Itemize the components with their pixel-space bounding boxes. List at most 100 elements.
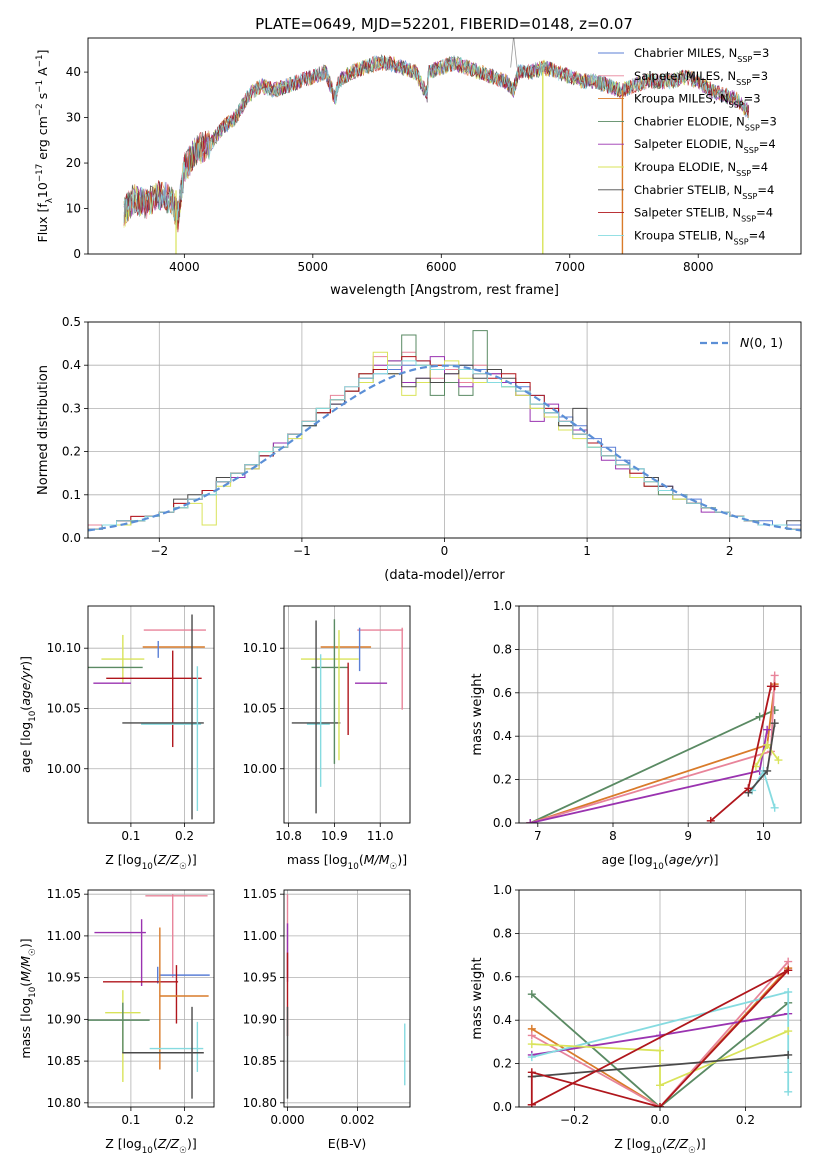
weight-lines	[527, 957, 793, 1107]
axes-frame	[518, 889, 802, 1108]
errorbar-group	[88, 894, 210, 1099]
y-tick-label: 0.8	[493, 926, 512, 940]
label-part: (0, 1)	[749, 335, 783, 350]
y-tick-label: 10.80	[47, 1096, 81, 1110]
y-axis-label: Normed distribution	[36, 365, 51, 495]
label-part: ☉	[179, 1146, 187, 1156]
label-part: E(B-V)	[328, 1136, 367, 1151]
label-part: SSP	[736, 169, 751, 178]
weight-series-line	[531, 969, 789, 1106]
x-tick-label: −1	[293, 544, 311, 558]
y-tick-label: 11.05	[47, 887, 81, 901]
x-tick-label: 9	[684, 829, 692, 843]
label-part: =3	[752, 46, 769, 60]
y-tick-label: 0.3	[62, 401, 81, 415]
label-part: )]	[18, 656, 33, 666]
weight-series-line	[529, 709, 776, 823]
label-part: =4	[759, 137, 776, 151]
x-tick-label: 2	[726, 544, 734, 558]
weight-marker	[763, 740, 772, 749]
weight-marker	[527, 1031, 536, 1040]
weight-marker	[784, 966, 793, 975]
legend-entry: Salpeter STELIB, NSSP=4	[634, 206, 773, 224]
y-tick-label: 1.0	[493, 883, 512, 897]
label-part: Chabrier STELIB, N	[634, 183, 742, 197]
axes-frame	[518, 605, 802, 824]
y-tick-label: 0.5	[62, 315, 81, 329]
label-part: erg cm	[35, 116, 50, 164]
legend-entry: Kroupa MILES, NSSP=3	[634, 92, 761, 110]
x-tick-label: 0.2	[175, 829, 194, 843]
y-tick-label: 0.0	[493, 1100, 512, 1114]
y-tick-label: 11.00	[243, 929, 277, 943]
y-tick-label: 0.2	[493, 1057, 512, 1071]
x-tick-label: 1	[583, 544, 591, 558]
label-part: Z/Z	[666, 1136, 689, 1151]
y-tick-label: 0.2	[493, 773, 512, 787]
weight-marker	[784, 1087, 793, 1096]
residuals-legend: N(0, 1)	[700, 335, 783, 350]
y-tick-label: 0.4	[493, 1013, 512, 1027]
y-axis-label: mass weight	[470, 673, 485, 755]
weight-marker	[763, 725, 772, 734]
axes-frame	[87, 321, 802, 539]
label-part: Kroupa MILES, N	[634, 92, 729, 106]
weight-series-line	[531, 993, 789, 1107]
y-tick-label: 10.85	[47, 1054, 81, 1068]
weight-marker	[755, 712, 764, 721]
label-part: SSP	[736, 77, 751, 86]
weight-series-line	[531, 1030, 789, 1087]
label-part: Chabrier ELODIE, N	[634, 114, 745, 128]
y-tick-label: 11.00	[47, 929, 81, 943]
label-part: ☉	[389, 862, 397, 872]
label-part: age/yr	[669, 852, 710, 867]
label-part: ☉	[28, 948, 38, 956]
label-part: −1	[35, 80, 45, 93]
weight-marker	[527, 1068, 536, 1077]
label-part: Z [log	[105, 852, 141, 867]
legend-entry: Chabrier ELODIE, NSSP=3	[634, 114, 777, 131]
label-part: Salpeter MILES, N	[634, 69, 736, 83]
y-axis-label: Flux [fλ10−17 erg cm−2 s−1 A−1]	[35, 50, 55, 243]
label-part: (	[153, 1136, 158, 1151]
y-tick-label: 0.2	[62, 445, 81, 459]
weight-marker	[744, 784, 753, 793]
axes-frame	[87, 37, 802, 255]
x-axis-label: wavelength [Angstrom, rest frame]	[330, 283, 559, 298]
label-part: ☉	[688, 1146, 696, 1156]
y-tick-label: 10.05	[243, 701, 277, 715]
label-part: )]	[187, 852, 197, 867]
x-tick-label: 10	[756, 829, 771, 843]
mass-vs-Z-panel: 0.1 0.2 10.80 10.85 10.90 10.95 11.00 11.05 Z [l…	[18, 887, 215, 1156]
y-tick-label: 10.85	[243, 1054, 277, 1068]
label-part: Kroupa STELIB, N	[634, 228, 734, 242]
spectrum-series-line	[123, 54, 749, 228]
axes-frame	[87, 605, 215, 824]
spectrum-panel: 4000 5000 6000 7000 8000 0 10 20 30 40 wavelength …	[35, 37, 802, 298]
label-part: ☉	[179, 862, 187, 872]
label-part: (	[359, 852, 364, 867]
label-part: )]	[397, 852, 407, 867]
label-part: SSP	[729, 100, 744, 109]
x-tick-label: 0.1	[121, 829, 140, 843]
weight-marker	[784, 957, 793, 966]
label-part: age/yr	[18, 665, 33, 706]
label-part: −1	[35, 54, 45, 67]
y-tick-label: 30	[66, 111, 81, 125]
weight-marker	[770, 719, 779, 728]
label-part: Salpeter ELODIE, N	[634, 137, 744, 151]
y-tick-label: 0.4	[493, 729, 512, 743]
y-tick-label: 0.6	[493, 686, 512, 700]
x-axis-label: (data-model)/error	[384, 568, 505, 583]
gaussian-reference-curve	[88, 364, 801, 532]
x-tick-label: 0.2	[175, 1113, 194, 1127]
y-tick-label: 0	[73, 247, 81, 261]
x-tick-label: 0.0	[650, 1113, 669, 1127]
label-part: Z/Z	[157, 1136, 180, 1151]
x-tick-label: 4000	[169, 260, 200, 274]
label-part: Salpeter STELIB, N	[634, 206, 741, 220]
weight-series-line	[530, 969, 789, 1107]
x-tick-label: 0.000	[270, 1113, 304, 1127]
figure-suptitle: PLATE=0649, MJD=52201, FIBERID=0148, z=0…	[255, 15, 633, 33]
